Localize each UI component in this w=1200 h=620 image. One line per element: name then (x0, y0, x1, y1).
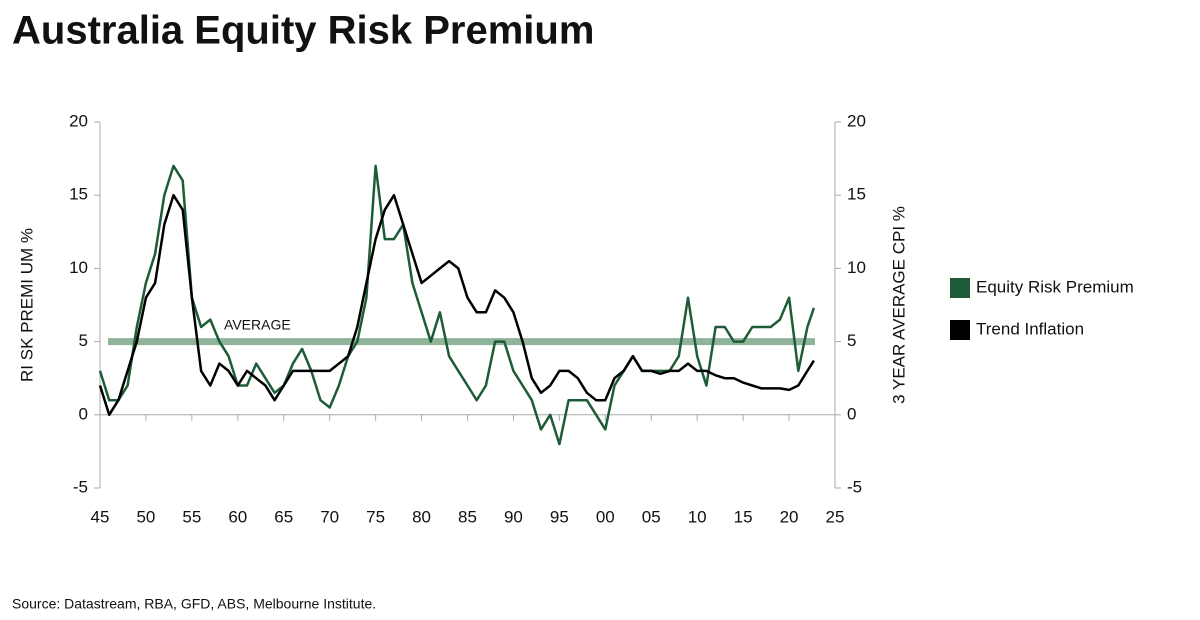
y2-tick-label: 15 (847, 185, 866, 204)
y2-axis-label: 3 YEAR AVERAGE CPI % (889, 206, 908, 404)
x-tick-label: 95 (550, 507, 569, 526)
x-tick-label: 75 (366, 507, 385, 526)
x-tick-label: 60 (228, 507, 247, 526)
y-axis-label: RI SK PREMI UM % (17, 228, 36, 382)
legend-label: Trend Inflation (976, 319, 1084, 338)
y-tick-label: 0 (79, 404, 88, 423)
x-tick-label: 45 (91, 507, 110, 526)
x-tick-label: 80 (412, 507, 431, 526)
series-line (98, 193, 815, 417)
y2-tick-label: 20 (847, 111, 866, 130)
x-tick-label: 10 (688, 507, 707, 526)
source-note: Source: Datastream, RBA, GFD, ABS, Melbo… (12, 596, 376, 612)
y2-tick-label: 0 (847, 404, 856, 423)
y2-tick-label: 10 (847, 258, 866, 277)
chart-title: Australia Equity Risk Premium (12, 9, 594, 53)
x-tick-label: 25 (826, 507, 845, 526)
x-tick-label: 00 (596, 507, 615, 526)
y-tick-label: 10 (69, 258, 88, 277)
y-tick-label: 15 (69, 185, 88, 204)
x-tick-label: 20 (780, 507, 799, 526)
series-line (98, 164, 816, 446)
legend-label: Equity Risk Premium (976, 277, 1134, 296)
y2-tick-label: -5 (847, 477, 862, 496)
y-tick-label: -5 (73, 477, 88, 496)
x-tick-label: 85 (458, 507, 477, 526)
y2-tick-label: 5 (847, 331, 856, 350)
legend-swatch (950, 278, 970, 298)
y-tick-label: 20 (69, 111, 88, 130)
x-tick-label: 50 (136, 507, 155, 526)
x-tick-label: 05 (642, 507, 661, 526)
y-tick-label: 5 (79, 331, 88, 350)
x-tick-label: 90 (504, 507, 523, 526)
x-tick-label: 65 (274, 507, 293, 526)
x-tick-label: 15 (734, 507, 753, 526)
x-tick-label: 55 (182, 507, 201, 526)
average-label: AVERAGE (224, 316, 291, 332)
legend-swatch (950, 320, 970, 340)
x-tick-label: 70 (320, 507, 339, 526)
